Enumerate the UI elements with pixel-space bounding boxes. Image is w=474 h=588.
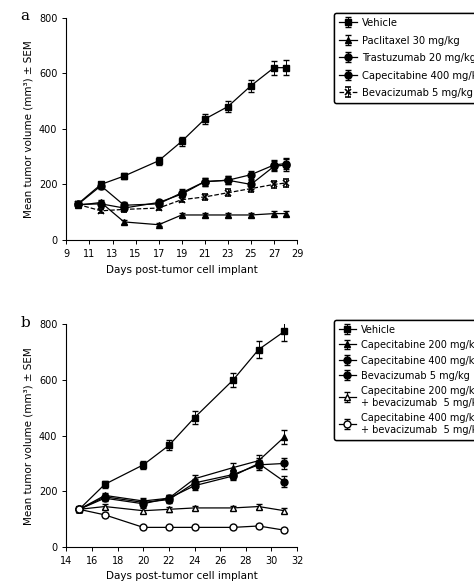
X-axis label: Days post-tumor cell implant: Days post-tumor cell implant <box>106 265 257 275</box>
X-axis label: Days post-tumor cell implant: Days post-tumor cell implant <box>106 572 257 582</box>
Y-axis label: Mean tumor volume (mm³) ± SEM: Mean tumor volume (mm³) ± SEM <box>23 40 33 218</box>
Text: a: a <box>20 9 29 23</box>
Y-axis label: Mean tumor volume (mm³) ± SEM: Mean tumor volume (mm³) ± SEM <box>23 347 33 524</box>
Legend: Vehicle, Capecitabine 200 mg/kg, Capecitabine 400 mg/kg, Bevacizumab 5 mg/kg, Ca: Vehicle, Capecitabine 200 mg/kg, Capecit… <box>334 320 474 440</box>
Legend: Vehicle, Paclitaxel 30 mg/kg, Trastuzumab 20 mg/kg, Capecitabine 400 mg/kg, Beva: Vehicle, Paclitaxel 30 mg/kg, Trastuzuma… <box>334 13 474 103</box>
Text: b: b <box>20 316 30 330</box>
